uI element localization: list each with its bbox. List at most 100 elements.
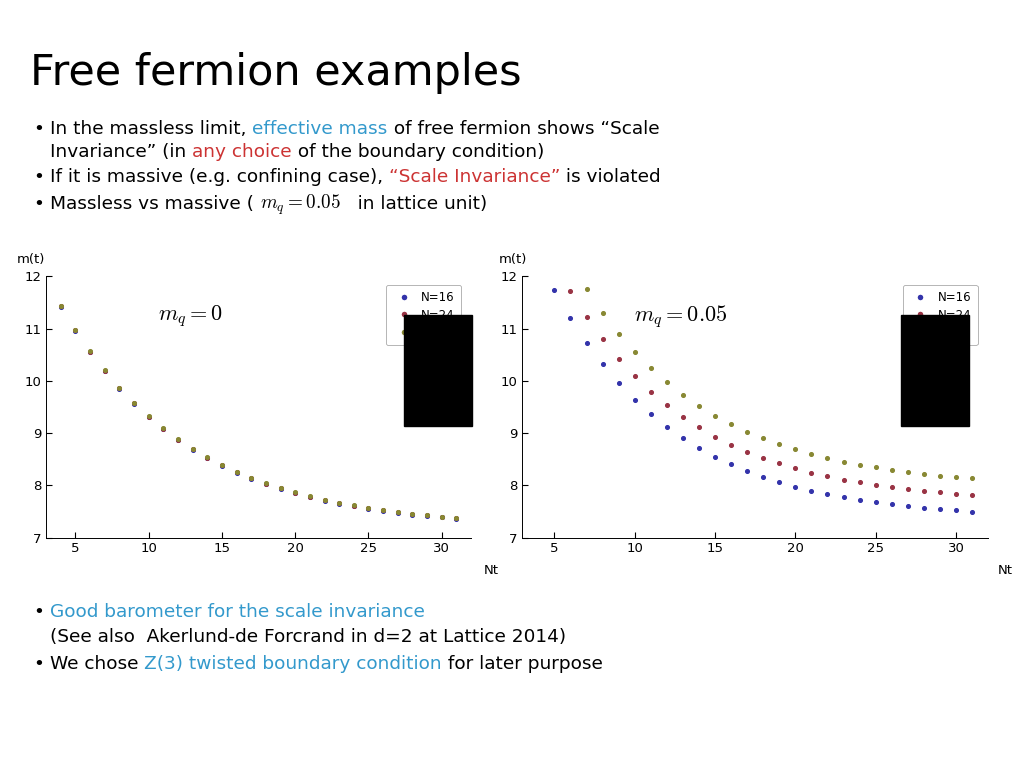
Text: $m_q = 0$: $m_q = 0$ bbox=[158, 303, 223, 329]
Point bbox=[184, 444, 201, 456]
Point bbox=[915, 485, 932, 497]
Text: Z(3) twisted boundary condition: Z(3) twisted boundary condition bbox=[144, 655, 442, 673]
Point bbox=[316, 494, 333, 506]
Point bbox=[184, 443, 201, 455]
Text: is violated: is violated bbox=[560, 168, 660, 186]
Point bbox=[610, 377, 627, 389]
Point bbox=[449, 512, 465, 525]
Point bbox=[851, 458, 867, 471]
Point bbox=[771, 476, 787, 488]
Point bbox=[691, 399, 708, 412]
Text: We chose: We chose bbox=[50, 655, 144, 673]
Text: In the massless limit,: In the massless limit, bbox=[50, 120, 252, 138]
Point bbox=[771, 438, 787, 450]
Point bbox=[948, 488, 965, 500]
Point bbox=[155, 422, 171, 435]
Point bbox=[836, 491, 852, 503]
Point bbox=[643, 362, 659, 374]
Point bbox=[707, 451, 723, 463]
Point bbox=[68, 324, 84, 336]
Point bbox=[228, 465, 245, 478]
Point bbox=[170, 433, 186, 445]
Point bbox=[346, 500, 362, 512]
Point bbox=[723, 418, 739, 430]
Text: Nt: Nt bbox=[483, 564, 499, 577]
Point bbox=[707, 409, 723, 422]
Point bbox=[419, 509, 435, 521]
Point bbox=[675, 432, 691, 445]
Point bbox=[530, 192, 547, 204]
Point bbox=[82, 346, 98, 358]
Text: Good barometer for the scale invariance: Good barometer for the scale invariance bbox=[50, 603, 425, 621]
Point bbox=[272, 482, 289, 495]
Point bbox=[404, 508, 421, 521]
Point bbox=[82, 346, 98, 359]
Point bbox=[258, 478, 274, 490]
Point bbox=[360, 502, 377, 515]
Point bbox=[867, 496, 884, 508]
Point bbox=[739, 425, 756, 438]
Point bbox=[433, 511, 450, 523]
Point bbox=[787, 462, 804, 475]
Point bbox=[594, 333, 610, 346]
Point bbox=[836, 473, 852, 485]
Text: $m_q = 0.05$: $m_q = 0.05$ bbox=[634, 303, 727, 329]
Point bbox=[389, 506, 406, 518]
Point bbox=[915, 502, 932, 514]
Point bbox=[627, 370, 643, 382]
Point bbox=[302, 491, 318, 503]
Point bbox=[52, 300, 69, 312]
Point bbox=[68, 325, 84, 337]
Point bbox=[199, 452, 215, 465]
Point bbox=[331, 497, 347, 509]
Point bbox=[707, 430, 723, 442]
Point bbox=[140, 410, 157, 422]
Point bbox=[96, 364, 113, 376]
Point bbox=[610, 327, 627, 339]
Text: •: • bbox=[33, 168, 44, 186]
Point bbox=[449, 512, 465, 525]
Point bbox=[112, 382, 128, 394]
Point bbox=[900, 483, 916, 495]
Point bbox=[375, 504, 391, 516]
Point bbox=[819, 488, 836, 500]
Point bbox=[562, 257, 579, 269]
Point bbox=[932, 503, 948, 515]
Point bbox=[658, 399, 675, 412]
Point bbox=[112, 382, 128, 395]
Point bbox=[691, 442, 708, 455]
Text: •: • bbox=[33, 655, 44, 673]
Point bbox=[287, 486, 303, 498]
Point bbox=[214, 460, 230, 472]
Point bbox=[375, 505, 391, 517]
Point bbox=[723, 439, 739, 451]
Point bbox=[404, 508, 421, 520]
Point bbox=[884, 481, 900, 493]
Text: •: • bbox=[33, 120, 44, 138]
Point bbox=[851, 476, 867, 488]
Point bbox=[867, 479, 884, 492]
Point bbox=[530, 252, 547, 264]
Point bbox=[803, 448, 819, 460]
Point bbox=[771, 457, 787, 469]
Point bbox=[819, 470, 836, 482]
Point bbox=[449, 511, 465, 524]
Point bbox=[900, 500, 916, 512]
Text: for later purpose: for later purpose bbox=[442, 655, 603, 673]
Point bbox=[126, 396, 142, 409]
Point bbox=[199, 452, 215, 464]
Point bbox=[228, 467, 245, 479]
Point bbox=[316, 494, 333, 506]
Point bbox=[360, 502, 377, 514]
Point bbox=[915, 468, 932, 480]
Point bbox=[579, 336, 595, 349]
Text: $m_q = 0.05$: $m_q = 0.05$ bbox=[260, 193, 341, 217]
Point bbox=[389, 506, 406, 518]
Point bbox=[884, 498, 900, 511]
Point bbox=[287, 487, 303, 499]
Point bbox=[819, 452, 836, 464]
Point bbox=[964, 505, 980, 518]
Point bbox=[287, 487, 303, 499]
Text: m(t): m(t) bbox=[16, 253, 45, 266]
Point bbox=[594, 306, 610, 319]
